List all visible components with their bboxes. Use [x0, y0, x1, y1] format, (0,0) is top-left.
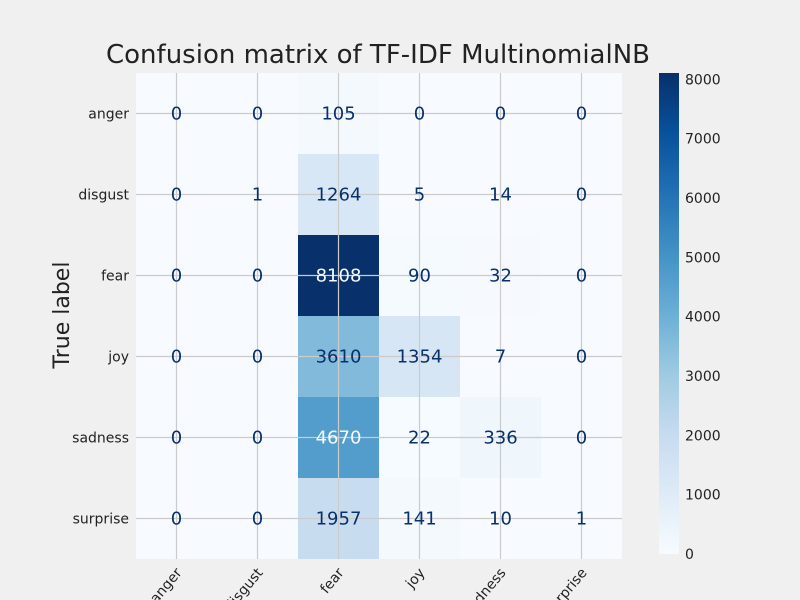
cell-value-surprise-surprise: 1 [576, 509, 587, 530]
grid-lines [136, 73, 622, 559]
cell-value-joy-disgust: 0 [252, 347, 263, 368]
row-tick-label: sadness [72, 431, 129, 447]
cell-value-anger-fear: 105 [321, 104, 355, 125]
column-tick-label: fear [317, 565, 347, 597]
cell-value-anger-anger: 0 [171, 104, 182, 125]
cell-value-labels: 0 0 105 0 0 0 0 1 1264 5 14 0 0 0 8108 90 32 0 0 0 3610 1354 7… [171, 104, 587, 530]
cell-value-disgust-surprise: 0 [576, 185, 587, 206]
cell-value-surprise-joy: 141 [402, 509, 436, 530]
cell-value-surprise-fear: 1957 [316, 509, 362, 530]
colorbar-tick-label: 6000 [685, 191, 721, 207]
cell-value-disgust-anger: 0 [171, 185, 182, 206]
cell-value-anger-sadness: 0 [495, 104, 506, 125]
cell-value-anger-surprise: 0 [576, 104, 587, 125]
colorbar [659, 73, 679, 554]
column-tick-label: disgust [222, 565, 267, 600]
cell-value-joy-joy: 1354 [397, 347, 443, 368]
row-tick-label: surprise [73, 512, 129, 528]
row-tick-labels: anger disgust fear joy sadness surprise [72, 107, 129, 528]
colorbar-tick-label: 2000 [685, 428, 721, 444]
cell-value-fear-disgust: 0 [252, 266, 263, 287]
column-tick-label: surprise [542, 565, 590, 600]
cell-value-disgust-joy: 5 [414, 185, 425, 206]
colorbar-ticks: 0 1000 2000 3000 4000 5000 6000 7000 8000 [685, 72, 721, 563]
colorbar-tick-label: 3000 [685, 369, 721, 385]
row-tick-label: anger [88, 107, 129, 123]
cell-value-sadness-anger: 0 [171, 428, 182, 449]
colorbar-tick-label: 1000 [685, 488, 721, 504]
colorbar-tick-label: 0 [685, 547, 694, 563]
cell-value-disgust-fear: 1264 [316, 185, 362, 206]
cell-value-sadness-surprise: 0 [576, 428, 587, 449]
cell-value-anger-joy: 0 [414, 104, 425, 125]
cell-value-joy-surprise: 0 [576, 347, 587, 368]
column-tick-labels: anger disgust fear joy sadness surprise [147, 565, 590, 600]
cell-value-surprise-anger: 0 [171, 509, 182, 530]
heatmap-cells [136, 73, 622, 559]
cell-value-disgust-sadness: 14 [489, 185, 512, 206]
colorbar-tick-label: 4000 [685, 310, 721, 326]
cell-value-fear-anger: 0 [171, 266, 182, 287]
cell-value-sadness-sadness: 336 [483, 428, 517, 449]
column-tick-label: joy [402, 565, 428, 592]
column-tick-label: sadness [461, 565, 510, 600]
column-tick-label: anger [147, 565, 186, 600]
cell-value-fear-surprise: 0 [576, 266, 587, 287]
y-axis-label: True label [50, 262, 75, 370]
colorbar-tick-label: 7000 [685, 132, 721, 148]
row-tick-label: disgust [78, 188, 129, 204]
cell-value-surprise-sadness: 10 [489, 509, 512, 530]
cell-value-sadness-disgust: 0 [252, 428, 263, 449]
cell-value-fear-fear: 8108 [316, 266, 362, 287]
cell-value-fear-sadness: 32 [489, 266, 512, 287]
cell-value-surprise-disgust: 0 [252, 509, 263, 530]
cell-value-sadness-joy: 22 [408, 428, 431, 449]
chart-title: Confusion matrix of TF-IDF MultinomialNB [106, 40, 650, 70]
row-tick-label: joy [107, 350, 129, 366]
colorbar-tick-label: 8000 [685, 72, 721, 88]
cell-value-anger-disgust: 0 [252, 104, 263, 125]
cell-value-joy-sadness: 7 [495, 347, 506, 368]
row-tick-label: fear [101, 269, 129, 285]
cell-value-joy-fear: 3610 [316, 347, 362, 368]
cell-value-disgust-disgust: 1 [252, 185, 263, 206]
colorbar-tick-label: 5000 [685, 250, 721, 266]
cell-value-sadness-fear: 4670 [316, 428, 362, 449]
cell-value-joy-anger: 0 [171, 347, 182, 368]
cell-value-fear-joy: 90 [408, 266, 431, 287]
